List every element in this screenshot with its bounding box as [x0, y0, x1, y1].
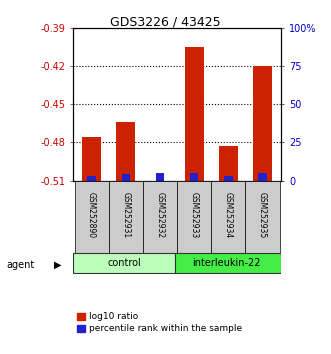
Bar: [211, 181, 246, 253]
Bar: [87, 176, 96, 181]
Text: GSM252932: GSM252932: [156, 192, 165, 239]
Legend: log10 ratio, percentile rank within the sample: log10 ratio, percentile rank within the …: [77, 313, 242, 333]
Bar: [253, 67, 272, 181]
Text: agent: agent: [7, 260, 35, 270]
Bar: [177, 181, 211, 253]
Bar: [185, 47, 204, 181]
Bar: [258, 173, 267, 181]
Text: interleukin-22: interleukin-22: [192, 258, 261, 268]
Text: control: control: [107, 258, 141, 268]
Bar: [74, 181, 109, 253]
Bar: [219, 146, 238, 181]
Bar: [190, 173, 198, 181]
Bar: [109, 181, 143, 253]
Bar: [82, 137, 101, 181]
Text: GSM252935: GSM252935: [258, 192, 267, 239]
Bar: [121, 175, 130, 181]
Text: GSM252934: GSM252934: [224, 192, 233, 239]
Bar: [156, 173, 164, 181]
Text: GSM252890: GSM252890: [87, 192, 96, 239]
Bar: [224, 176, 233, 181]
Text: GSM252931: GSM252931: [121, 192, 130, 239]
Text: GDS3226 / 43425: GDS3226 / 43425: [110, 16, 221, 29]
Bar: [246, 181, 280, 253]
Bar: [143, 181, 177, 253]
Bar: [73, 253, 175, 273]
Text: GSM252933: GSM252933: [190, 192, 199, 239]
Text: ▶: ▶: [54, 260, 62, 270]
Bar: [175, 253, 281, 273]
Bar: [117, 122, 135, 181]
